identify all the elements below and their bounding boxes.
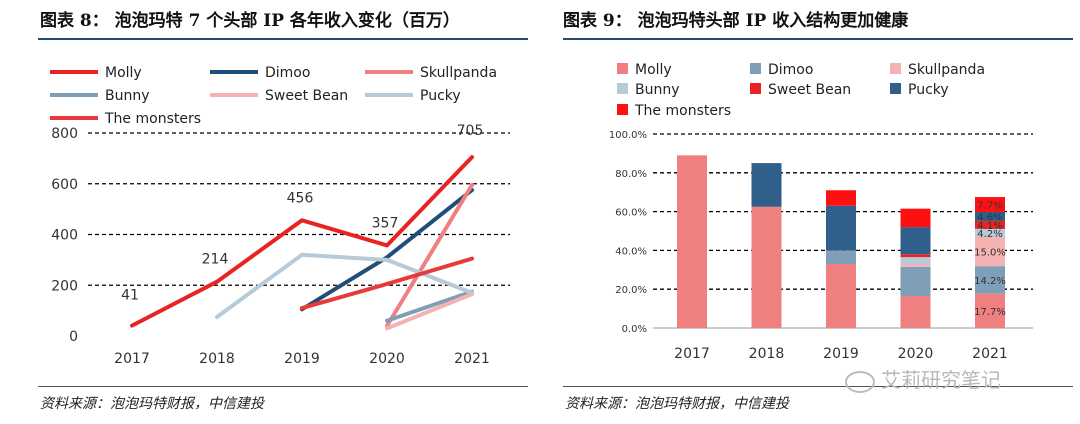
legend-label-the-monsters: The monsters (104, 111, 201, 127)
x-tick-label: 2021 (454, 351, 490, 367)
x-tick-label: 2017 (674, 346, 710, 362)
left-source-rule (38, 386, 528, 387)
legend-label-molly: Molly (635, 62, 672, 78)
legend-swatch-skullpanda (890, 63, 901, 74)
data-label-skullpanda: 15.0% (974, 248, 1006, 259)
left-panel: 图表 8： 泡泡玛特 7 个头部 IP 各年收入变化（百万） Molly Dimo… (0, 0, 530, 424)
wechat-icon (845, 371, 875, 393)
bar-segment-molly (677, 155, 707, 328)
series-line-molly (132, 157, 472, 325)
y-tick-label: 0 (69, 329, 78, 345)
legend-label-the-monsters: The monsters (634, 103, 731, 119)
legend-label-pucky: Pucky (908, 82, 949, 98)
bar-segment-molly (752, 207, 782, 328)
bar-segment-the-monsters (901, 209, 931, 227)
y-tick-label: 0.0% (622, 324, 647, 335)
bar-segment-pucky (752, 163, 782, 207)
x-tick-label: 2018 (199, 351, 235, 367)
data-label-molly: 41 (121, 288, 139, 304)
y-tick-label: 80.0% (615, 169, 647, 180)
x-tick-label: 2021 (972, 346, 1008, 362)
legend-label-dimoo: Dimoo (768, 62, 813, 78)
legend-label-skullpanda: Skullpanda (908, 62, 985, 78)
legend-label-bunny: Bunny (635, 82, 680, 98)
data-label-molly: 17.7% (974, 307, 1006, 318)
bar-segment-pucky (826, 206, 856, 251)
stacked-bar-chart: Molly Dimoo Skullpanda Bunny Sweet Bean Pucky… (555, 0, 1080, 380)
x-tick-label: 2020 (898, 346, 934, 362)
bar-segment-molly (901, 296, 931, 328)
x-tick-label: 2020 (369, 351, 405, 367)
right-source-note: 资料来源：泡泡玛特财报，中信建投 (565, 393, 789, 413)
legend-label-molly: Molly (105, 65, 142, 81)
data-label-molly: 456 (287, 190, 314, 206)
legend-label-pucky: Pucky (420, 88, 461, 104)
watermark: 艾莉研究笔记 (845, 364, 1001, 393)
series-line-sweet-bean (387, 294, 472, 328)
line-chart: Molly Dimoo Skullpanda Bunny Sweet Bean Pucky… (0, 0, 530, 380)
bar-segment-molly (826, 264, 856, 328)
legend-swatch-the-monsters (617, 104, 628, 115)
left-source-note: 资料来源：泡泡玛特财报，中信建投 (40, 393, 264, 413)
legend-swatch-sweet-bean (750, 83, 761, 94)
y-tick-label: 40.0% (615, 246, 647, 257)
data-label-molly: 357 (372, 215, 399, 231)
y-tick-label: 200 (51, 278, 78, 294)
y-tick-label: 20.0% (615, 285, 647, 296)
legend-label-dimoo: Dimoo (265, 65, 310, 81)
legend-swatch-molly (617, 63, 628, 74)
right-panel: 图表 9： 泡泡玛特头部 IP 收入结构更加健康 Molly Dimoo Skull… (555, 0, 1080, 424)
bar-segment-the-monsters (826, 190, 856, 206)
data-label-molly: 705 (457, 123, 484, 139)
y-tick-label: 100.0% (609, 130, 647, 141)
data-label-molly: 214 (202, 252, 229, 268)
legend-label-sweet-bean: Sweet Bean (768, 82, 851, 98)
y-tick-label: 600 (51, 177, 78, 193)
bar-segment-dimoo (901, 267, 931, 296)
data-label-pucky: 4.6% (977, 212, 1002, 223)
y-tick-label: 400 (51, 228, 78, 244)
bar-segment-pucky (901, 227, 931, 254)
x-tick-label: 2019 (284, 351, 320, 367)
watermark-text: 艾莉研究笔记 (881, 368, 1001, 392)
x-tick-label: 2018 (749, 346, 785, 362)
legend-swatch-dimoo (750, 63, 761, 74)
legend-label-skullpanda: Skullpanda (420, 65, 497, 81)
data-label-dimoo: 14.2% (974, 276, 1006, 287)
legend-swatch-pucky (890, 83, 901, 94)
bar-segment-dimoo (826, 250, 856, 264)
legend-swatch-bunny (617, 83, 628, 94)
legend-label-sweet-bean: Sweet Bean (265, 88, 348, 104)
x-tick-label: 2017 (114, 351, 150, 367)
bar-segment-sweet-bean (901, 254, 931, 257)
x-tick-label: 2019 (823, 346, 859, 362)
data-label-the-monsters: 7.7% (977, 201, 1002, 212)
y-tick-label: 60.0% (615, 208, 647, 219)
bar-segment-skullpanda (901, 264, 931, 267)
legend-label-bunny: Bunny (105, 88, 150, 104)
series-line-dimoo (302, 190, 472, 309)
y-tick-label: 800 (51, 126, 78, 142)
bar-segment-bunny (901, 257, 931, 264)
